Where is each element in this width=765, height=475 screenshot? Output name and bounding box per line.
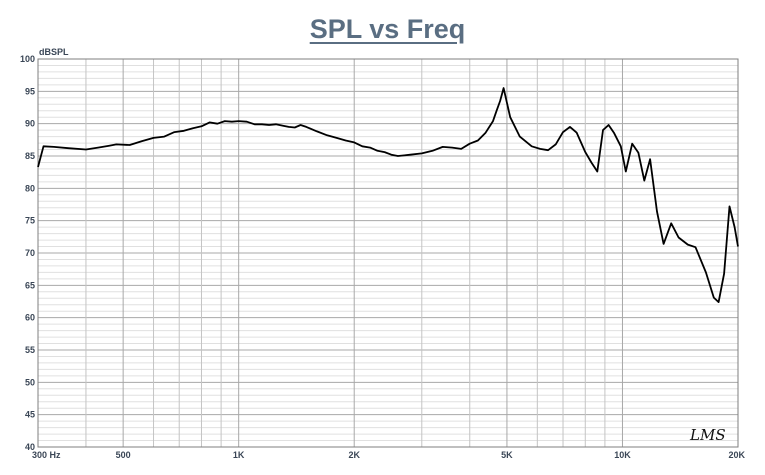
y-tick-label: 45 [25, 410, 35, 420]
x-tick-label: 10K [614, 450, 631, 460]
x-tick-label: 20K [728, 450, 745, 460]
chart-title: SPL vs Freq [309, 14, 466, 44]
x-tick-label: 1K [233, 450, 245, 460]
y-tick-label: 55 [25, 345, 35, 355]
y-tick-label: 85 [25, 151, 35, 161]
x-tick-label: 2K [348, 450, 360, 460]
y-tick-label: 50 [25, 377, 35, 387]
spl-curve [37, 87, 739, 304]
y-tick-label: 60 [25, 313, 35, 323]
tick-labels: 40 45 50 55 60 65 70 75 80 85 90 95 100 300 Hz 500 1K 2K… [20, 54, 746, 460]
y-tick-label: 40 [25, 442, 35, 452]
plot-area-border [37, 58, 739, 448]
x-tick-label: 300 Hz [32, 450, 61, 460]
y-tick-label: 100 [20, 54, 35, 64]
y-tick-label: 70 [25, 248, 35, 258]
lms-logo: LMS [689, 426, 726, 444]
x-tick-label: 500 [116, 450, 131, 460]
y-axis-label: dBSPL [39, 47, 69, 57]
y-tick-label: 80 [25, 183, 35, 193]
y-tick-label: 65 [25, 280, 35, 290]
series-layer [37, 87, 739, 304]
grid [38, 59, 738, 447]
x-tick-label: 5K [501, 450, 513, 460]
y-tick-label: 75 [25, 216, 35, 226]
y-tick-label: 90 [25, 119, 35, 129]
y-tick-label: 95 [25, 86, 35, 96]
